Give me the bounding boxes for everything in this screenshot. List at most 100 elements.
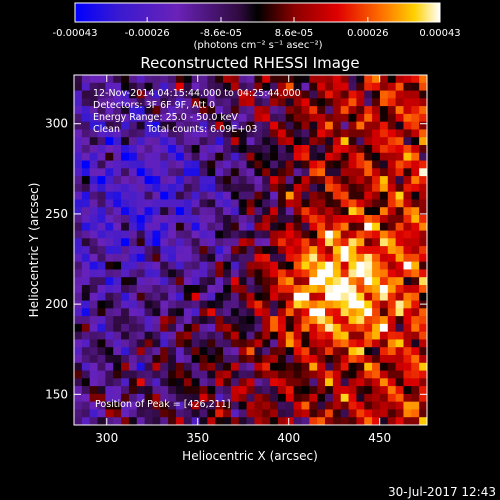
heatmap-cell bbox=[74, 323, 83, 333]
heatmap-cell bbox=[121, 246, 130, 255]
heatmap-cell bbox=[411, 393, 420, 403]
heatmap-cell bbox=[74, 129, 83, 138]
heatmap-cell bbox=[293, 261, 302, 270]
heatmap-cell bbox=[301, 316, 310, 325]
heatmap-cell bbox=[301, 207, 310, 216]
heatmap-cell bbox=[113, 401, 122, 410]
heatmap-cell bbox=[113, 323, 122, 333]
heatmap-cell bbox=[372, 121, 381, 130]
heatmap-cell bbox=[215, 246, 224, 255]
heatmap-cell bbox=[372, 222, 381, 231]
heatmap-cell bbox=[136, 113, 145, 123]
heatmap-cell bbox=[238, 323, 247, 333]
heatmap-cell bbox=[419, 269, 427, 278]
heatmap-cell bbox=[364, 339, 373, 348]
heatmap-cell bbox=[97, 331, 106, 340]
heatmap-cell bbox=[356, 238, 365, 247]
heatmap-cell bbox=[136, 215, 145, 224]
heatmap-cell bbox=[246, 230, 255, 239]
heatmap-cell bbox=[113, 176, 122, 185]
heatmap-cell bbox=[230, 370, 240, 379]
heatmap-cell bbox=[254, 106, 263, 115]
heatmap-cell bbox=[277, 191, 287, 200]
heatmap-cell bbox=[113, 238, 122, 247]
colorbar-tick-label: -8.6e-05 bbox=[200, 28, 242, 39]
heatmap-cell bbox=[81, 199, 91, 208]
heatmap-cell bbox=[317, 191, 326, 200]
heatmap-cell bbox=[74, 121, 83, 130]
heatmap-cell bbox=[183, 75, 193, 84]
heatmap-cell bbox=[372, 277, 381, 286]
heatmap-cell bbox=[379, 75, 389, 84]
heatmap-cell bbox=[285, 331, 295, 340]
heatmap-cell bbox=[317, 300, 326, 309]
heatmap-cell bbox=[121, 191, 130, 200]
heatmap-cell bbox=[89, 308, 98, 317]
heatmap-cell bbox=[74, 300, 83, 309]
heatmap-cell bbox=[74, 253, 83, 263]
heatmap-cell bbox=[254, 129, 263, 138]
heatmap-cell bbox=[270, 222, 279, 231]
heatmap-cell bbox=[285, 269, 295, 278]
heatmap-cell bbox=[113, 269, 122, 278]
heatmap-cell bbox=[191, 199, 200, 208]
heatmap-cell bbox=[105, 323, 114, 333]
heatmap-cell bbox=[309, 82, 318, 91]
heatmap-cell bbox=[89, 355, 98, 364]
heatmap-cell bbox=[364, 285, 373, 294]
heatmap-cell bbox=[223, 331, 232, 340]
heatmap-cell bbox=[89, 145, 98, 154]
heatmap-cell bbox=[81, 253, 91, 263]
heatmap-cell bbox=[81, 261, 91, 270]
heatmap-cell bbox=[183, 129, 193, 138]
heatmap-cell bbox=[387, 199, 397, 208]
heatmap-cell bbox=[230, 129, 240, 138]
heatmap-cell bbox=[293, 90, 302, 99]
heatmap-cell bbox=[340, 82, 349, 91]
heatmap-cell bbox=[403, 90, 412, 99]
heatmap-cell bbox=[411, 401, 420, 410]
heatmap-cell bbox=[364, 300, 373, 309]
heatmap-cell bbox=[121, 98, 130, 107]
heatmap-cell bbox=[74, 292, 83, 301]
heatmap-cell bbox=[364, 152, 373, 161]
heatmap-cell bbox=[395, 137, 404, 146]
heatmap-cell bbox=[395, 199, 404, 208]
heatmap-cell bbox=[301, 98, 310, 107]
heatmap-cell bbox=[340, 269, 349, 278]
heatmap-cell bbox=[191, 300, 200, 309]
heatmap-cell bbox=[254, 98, 263, 107]
heatmap-cell bbox=[199, 331, 208, 340]
heatmap-cell bbox=[364, 277, 373, 286]
heatmap-cell bbox=[168, 292, 177, 301]
heatmap-cell bbox=[270, 292, 279, 301]
heatmap-cell bbox=[113, 145, 122, 154]
heatmap-cell bbox=[395, 222, 404, 231]
heatmap-cell bbox=[356, 331, 365, 340]
heatmap-cell bbox=[238, 238, 247, 247]
heatmap-cell bbox=[387, 401, 397, 410]
heatmap-cell bbox=[293, 393, 302, 403]
heatmap-cell bbox=[230, 331, 240, 340]
heatmap-cell bbox=[411, 152, 420, 161]
heatmap-cell bbox=[97, 82, 106, 91]
heatmap-cell bbox=[215, 168, 224, 177]
heatmap-cell bbox=[113, 277, 122, 286]
heatmap-cell bbox=[136, 82, 145, 91]
heatmap-cell bbox=[113, 129, 122, 138]
heatmap-cell bbox=[74, 207, 83, 216]
heatmap-cell bbox=[238, 199, 247, 208]
colorbar-tick-label: 0.00043 bbox=[419, 28, 460, 39]
heatmap-cell bbox=[152, 183, 161, 193]
heatmap-cell bbox=[215, 277, 224, 286]
heatmap-cell bbox=[74, 183, 83, 193]
heatmap-cell bbox=[332, 292, 342, 301]
heatmap-cell bbox=[285, 152, 295, 161]
heatmap-cell bbox=[395, 246, 404, 255]
heatmap-cell bbox=[285, 285, 295, 294]
heatmap-cell bbox=[293, 277, 302, 286]
heatmap-cell bbox=[199, 401, 208, 410]
heatmap-cell bbox=[199, 222, 208, 231]
heatmap-cell bbox=[160, 230, 169, 239]
